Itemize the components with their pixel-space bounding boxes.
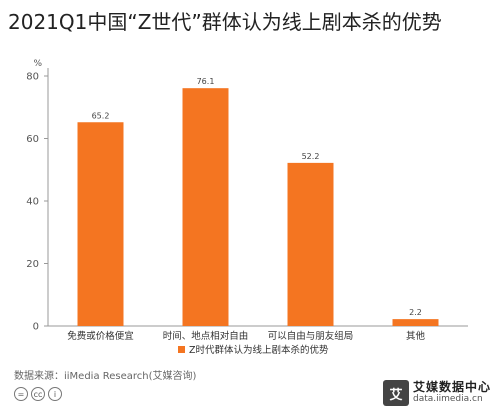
x-tick-label: 时间、地点相对自由 xyxy=(163,330,249,342)
y-tick-label: 20 xyxy=(26,259,39,270)
y-tick-label: 60 xyxy=(26,134,39,145)
nd-icon: = xyxy=(14,387,28,401)
bar xyxy=(182,88,229,326)
chart-title: 2021Q1中国“Z世代”群体认为线上剧本杀的优势 xyxy=(8,10,442,34)
data-label: 52.2 xyxy=(302,152,320,161)
brand-block: 艾 艾媒数据中心 data.iimedia.cn xyxy=(382,380,491,406)
y-tick-label: 0 xyxy=(33,322,39,333)
data-label: 76.1 xyxy=(197,77,215,86)
bar xyxy=(392,319,439,326)
x-tick-label: 可以自由与朋友组局 xyxy=(268,330,354,342)
y-tick-label: 40 xyxy=(26,197,39,208)
legend-swatch xyxy=(178,346,185,353)
bar xyxy=(77,122,124,326)
x-tick-label: 免费或价格便宜 xyxy=(67,330,134,342)
cc-icon: cc xyxy=(31,387,45,401)
data-source-note: 数据来源：iiMedia Research(艾媒咨询) xyxy=(14,371,197,382)
attribution-icon: i xyxy=(48,387,62,401)
brand-logo: 艾 xyxy=(382,380,409,406)
brand-url: data.iimedia.cn xyxy=(412,393,483,404)
license-icons: = cc i xyxy=(14,387,62,401)
y-axis-unit: % xyxy=(33,59,42,69)
y-tick-label: 80 xyxy=(26,72,39,83)
data-label: 65.2 xyxy=(92,111,110,120)
bar xyxy=(287,162,334,326)
legend-label: Z时代群体认为线上剧本杀的优势 xyxy=(189,344,329,356)
brand-name: 艾媒数据中心 xyxy=(412,380,491,395)
x-tick-label: 其他 xyxy=(406,330,426,342)
data-label: 2.2 xyxy=(409,308,422,317)
